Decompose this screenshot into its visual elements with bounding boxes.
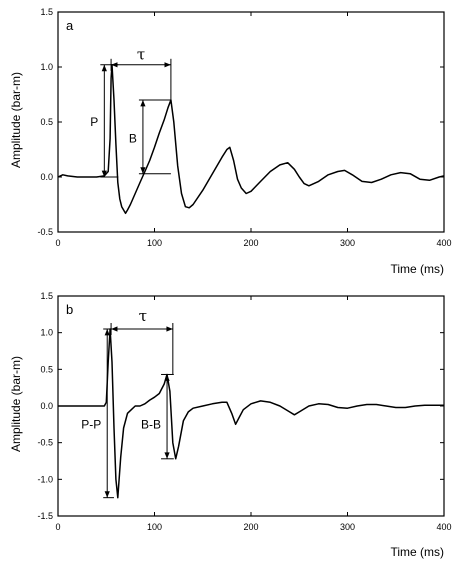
panel-letter: a — [66, 18, 74, 33]
x-tick-label: 100 — [147, 238, 162, 248]
y-tick-label: 1.0 — [40, 328, 53, 338]
y-tick-label: 0.5 — [40, 117, 53, 127]
x-tick-label: 200 — [243, 238, 258, 248]
annotation-BB-label: B-B — [141, 417, 161, 431]
annotation-tau-arrow-left — [111, 62, 118, 68]
series-line — [58, 328, 444, 499]
y-tick-label: -1.0 — [37, 474, 53, 484]
annotation-tau-label: τ — [137, 45, 145, 63]
plot-frame — [57, 11, 445, 233]
x-tick-label: 300 — [340, 522, 355, 532]
annotation-B-label: B — [129, 132, 137, 146]
x-tick-label: 0 — [55, 522, 60, 532]
annotation-tau-arrow-right — [164, 62, 171, 68]
x-tick-label: 300 — [340, 238, 355, 248]
annotation-BB-arrow-top — [164, 374, 170, 381]
x-tick-label: 100 — [147, 522, 162, 532]
y-axis-label: Amplitude (bar-m) — [9, 72, 23, 168]
annotation-PP-label: P-P — [81, 417, 101, 431]
x-tick-label: 400 — [436, 238, 451, 248]
x-tick-label: 0 — [55, 238, 60, 248]
y-tick-label: 0.0 — [40, 172, 53, 182]
annotation-BB-arrow-bottom — [164, 452, 170, 459]
panel-b: -1.5 -1.0 -0.5 0.0 0.5 1.0 1.5 0 100 200 300 400 Tim… — [9, 291, 452, 559]
panel-letter: b — [66, 302, 73, 317]
series-line — [57, 64, 445, 215]
annotation-B-arrow-bottom — [140, 167, 146, 174]
y-tick-label: 1.5 — [40, 291, 53, 301]
annotation-PP-arrow-top — [104, 329, 110, 336]
annotation-P-arrow-bottom — [101, 170, 107, 177]
y-tick-label: 1.5 — [40, 7, 53, 17]
annotation-B-arrow-top — [140, 100, 146, 107]
y-axis-label: Amplitude (bar-m) — [9, 356, 23, 452]
panel-a: -0.5 0.0 0.5 1.0 1.5 0 100 200 300 400 Time (ms) Am… — [9, 7, 452, 276]
y-tick-label: 0.5 — [40, 364, 53, 374]
y-tick-label: -0.5 — [37, 438, 53, 448]
annotation-PP-arrow-bottom — [104, 491, 110, 498]
annotation-P-arrow-top — [101, 64, 107, 72]
y-tick-label: 0.0 — [40, 401, 53, 411]
annotation-tau-arrow-right — [166, 326, 173, 332]
y-tick-label: 1.0 — [40, 62, 53, 72]
annotation-P-label: P — [90, 115, 98, 129]
x-tick-label: 200 — [243, 522, 258, 532]
x-axis-label: Time (ms) — [390, 262, 444, 276]
y-tick-label: -1.5 — [37, 511, 53, 521]
x-axis-label: Time (ms) — [390, 545, 444, 559]
y-tick-label: -0.5 — [37, 227, 53, 237]
annotation-tau-arrow-left — [111, 326, 118, 332]
x-tick-label: 400 — [436, 522, 451, 532]
annotation-tau-label: τ — [139, 307, 147, 325]
